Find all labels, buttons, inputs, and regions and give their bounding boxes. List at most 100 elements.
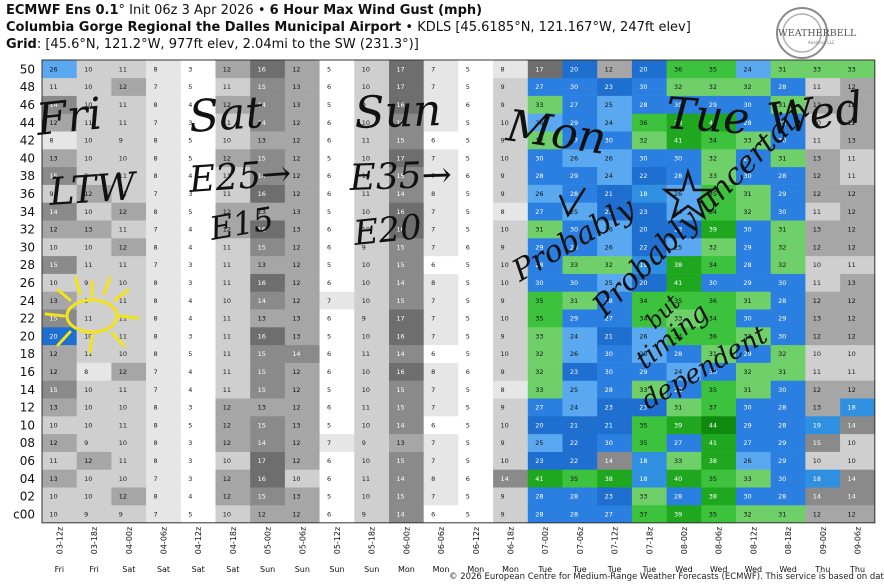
cell-value: 5 (466, 137, 470, 145)
heatmap-cell (840, 113, 876, 132)
heatmap-cell (493, 327, 529, 346)
cell-value: 11 (223, 350, 231, 358)
cell-value: 26 (49, 65, 57, 73)
heatmap-cell (666, 451, 702, 470)
cell-value: 6 (327, 137, 331, 145)
heatmap-cell (666, 309, 702, 328)
heatmap-cell (840, 291, 876, 310)
heatmap-cell (111, 273, 147, 292)
cell-value: 27 (570, 101, 578, 109)
cell-value: 14 (396, 190, 404, 198)
heatmap-cell (527, 166, 563, 185)
heatmap-cell (701, 291, 737, 310)
x-time-label: 08-00z (680, 527, 689, 554)
cell-value: 3 (188, 475, 192, 483)
cell-value: 3 (188, 457, 192, 465)
cell-value: 11 (848, 261, 856, 269)
heatmap-cell (354, 327, 390, 346)
heatmap-cell (493, 469, 529, 488)
heatmap-cell (770, 344, 806, 363)
heatmap-cell (389, 166, 424, 185)
cell-value: 12 (223, 421, 231, 429)
cell-value: 35 (709, 190, 717, 198)
handwritten-checkmark (558, 187, 587, 218)
heatmap-cell (493, 398, 529, 417)
cell-value: 24 (605, 119, 613, 127)
heatmap-cell (701, 238, 737, 257)
heatmap-cell (562, 309, 598, 328)
heatmap-cell (840, 362, 876, 381)
cell-value: 8 (154, 332, 158, 340)
cell-value: 12 (848, 510, 856, 518)
cell-value: 15 (258, 350, 266, 358)
heatmap-cell (423, 238, 459, 257)
cell-value: 30 (709, 368, 717, 376)
weatherbell-logo: WEATHERBELL Analytics LLC (776, 7, 857, 59)
cell-value: 15 (49, 172, 57, 180)
heatmap-cell (354, 273, 390, 292)
heatmap-cell (805, 113, 841, 132)
heatmap-cell (423, 220, 459, 239)
heatmap-cell (180, 60, 216, 79)
heatmap-cell (319, 469, 355, 488)
heatmap-cell (42, 398, 77, 417)
heatmap-cell (76, 433, 112, 452)
heatmap-cell (111, 380, 147, 399)
heatmap-cell (493, 131, 529, 150)
cell-value: 26 (674, 190, 682, 198)
sun-ray (44, 312, 66, 318)
cell-value: 8 (154, 404, 158, 412)
cell-value: 36 (674, 65, 682, 73)
heatmap-cell (389, 433, 424, 452)
heatmap-cell (840, 505, 876, 524)
x-time-label: 05-18z (368, 527, 377, 554)
heatmap-cell (250, 149, 286, 168)
cell-value: 10 (292, 475, 300, 483)
heatmap-cell (42, 202, 77, 221)
heatmap-cell (527, 380, 563, 399)
plot-frame (41, 59, 876, 524)
cell-value: 9 (362, 439, 366, 447)
heatmap-cell (770, 451, 806, 470)
heatmap-cell (666, 380, 702, 399)
cell-value: 27 (570, 137, 578, 145)
cell-value: 32 (743, 83, 751, 91)
heatmap-cell (423, 469, 459, 488)
cell-value: 29 (535, 243, 543, 251)
heatmap-cell (736, 202, 771, 221)
heatmap-cell (180, 451, 216, 470)
cell-value: 10 (49, 510, 57, 518)
heatmap-cell (493, 220, 529, 239)
heatmap-cell (76, 113, 112, 132)
heatmap-cell (76, 184, 112, 203)
cell-value: 9 (501, 404, 505, 412)
cell-value: 39 (674, 421, 682, 429)
cell-value: 24 (605, 172, 613, 180)
cell-value: 23 (674, 226, 682, 234)
heatmap-cell (319, 60, 355, 79)
heatmap-cell (250, 184, 286, 203)
cell-value: 23 (605, 493, 613, 501)
heatmap-cell (597, 220, 633, 239)
heatmap-cell (770, 327, 806, 346)
heatmap-cell (736, 362, 771, 381)
cell-value: 18 (813, 475, 821, 483)
heatmap-cell (493, 291, 529, 310)
heatmap-cell (180, 398, 216, 417)
cell-value: 10 (84, 65, 92, 73)
heatmap-cell (180, 255, 216, 274)
cell-value: 29 (778, 457, 786, 465)
cell-value: 12 (813, 510, 821, 518)
heatmap-cell (319, 166, 355, 185)
heatmap-cell (527, 149, 563, 168)
heatmap-cell (423, 202, 459, 221)
cell-value: 33 (639, 493, 647, 501)
cell-value: 28 (639, 101, 647, 109)
heatmap-cell (805, 327, 841, 346)
cell-value: 14 (258, 101, 266, 109)
cell-value: 13 (49, 297, 57, 305)
heatmap-cell (562, 131, 598, 150)
cell-value: 6 (327, 243, 331, 251)
cell-value: 17 (396, 65, 404, 73)
cell-value: 35 (639, 421, 647, 429)
